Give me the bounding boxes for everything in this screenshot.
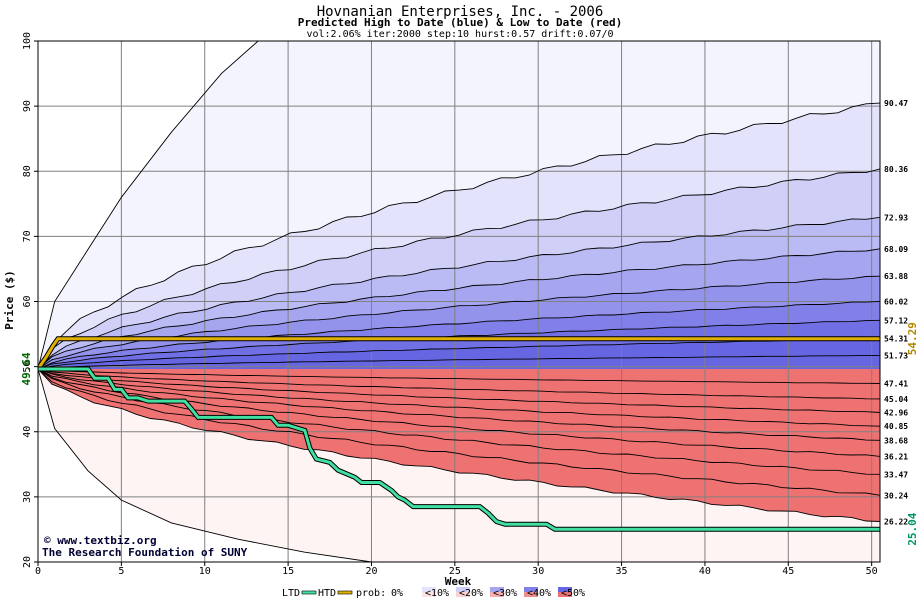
low-band-area [38,368,880,522]
y-tick-label: 20 [22,556,33,568]
y-tick-label: 50 [22,361,33,373]
chart-params: vol:2.06% iter:2000 step:10 hurst:0.57 d… [306,29,613,40]
chart-title: Hovnanian Enterprises, Inc. - 2006 [317,4,604,20]
band-boundary-line [38,248,880,370]
legend-ltd-swatch [301,590,317,595]
ltd-line [38,367,880,531]
x-tick-label: 40 [699,566,711,577]
band-boundary-line [38,368,880,427]
low-band-label: 42.96 [884,408,908,417]
band-boundary-line [38,41,267,370]
legend-prob-item: <50% [561,588,585,599]
x-tick-label: 5 [118,566,124,577]
y-tick-label: 40 [22,426,33,438]
y-tick-label: 100 [22,32,33,50]
low-band-label: 36.21 [884,452,908,461]
high-band-label: 63.88 [884,272,908,281]
high-band-label: 54.31 [884,335,908,344]
legend-prob-swatch-low [524,592,538,597]
legend-prob-swatch-high [388,587,402,592]
high-band-label: 60.02 [884,297,908,306]
low-band-label: 45.04 [884,395,908,404]
y-tick-label: 60 [22,295,33,307]
band-boundary-line [38,168,880,370]
band-boundary-line [38,368,880,400]
band-boundary-line [38,368,379,562]
band-boundary-line [38,102,880,370]
legend-prob-swatch-low [456,592,470,597]
band-boundary-line [38,300,880,370]
y-tick-label: 70 [22,230,33,242]
grid-lines [38,41,880,562]
band-boundary-line [38,368,880,522]
band-boundary-line [38,338,880,370]
legend-prob-swatch-high [422,587,436,592]
x-tick-label: 30 [532,566,544,577]
legend-htd-swatch [337,590,353,595]
x-tick-label: 45 [782,566,794,577]
y-tick-label: 80 [22,165,33,177]
low-band-label: 33.47 [884,470,908,479]
high-band-label: 72.93 [884,213,908,222]
x-axis-title: Week [445,575,472,588]
y-tick-label: 90 [22,100,33,112]
band-boundary-line [38,368,880,496]
legend-prob-item: <30% [493,588,517,599]
legend: LTD HTD prob: 0% <10% <20% <30% <40% <50% [282,587,585,599]
chart-subtitle: Predicted High to Date (blue) & Low to D… [298,16,623,29]
high-band-label: 57.12 [884,316,908,325]
legend-htd-label: HTD [318,588,336,599]
band-value-labels: 90.47 80.36 72.93 68.09 63.88 60.02 57.12 54.31… [20,99,919,546]
low-band-label: 40.85 [884,422,908,431]
y-tick-label: 30 [22,491,33,503]
band-boundary-line [38,368,880,441]
x-tick-label: 20 [365,566,377,577]
band-boundary-line [38,368,880,475]
high-band-label: 80.36 [884,165,908,174]
legend-ltd-label: LTD [282,588,300,599]
high-band-area [38,355,880,369]
legend-prob-swatch-low [388,592,402,597]
legend-prob-swatch-high [558,587,572,592]
band-boundary-line [38,354,880,370]
credit-url: © www.textbiz.org [44,534,157,547]
x-tick-label: 10 [199,566,211,577]
band-boundary-line [38,319,880,370]
low-band-label: 47.41 [884,379,908,388]
x-tick-label: 25 [449,566,461,577]
htd-line [38,337,880,370]
band-boundary-line [38,368,880,384]
band-boundary-line [38,216,880,370]
legend-prob-swatch-high [490,587,504,592]
legend-prob-label: prob: [356,588,386,599]
legend-prob-item: <20% [459,588,483,599]
y-axis-title: Price ($) [3,270,16,330]
htd-final-label: 54.29 [906,322,919,355]
legend-prob-item: <10% [425,588,449,599]
legend-prob-item: <40% [527,588,551,599]
x-tick-label: 15 [282,566,294,577]
start-price-label: 49.64 [20,352,33,385]
series-lines [38,336,880,532]
high-band-label: 90.47 [884,99,908,108]
low-band-label: 38.68 [884,436,908,445]
band-boundary-line [38,368,880,413]
low-band-label: 26.22 [884,517,908,526]
legend-prob-swatch-low [490,592,504,597]
legend-prob-swatch-low [422,592,436,597]
high-band-label: 51.73 [884,351,908,360]
legend-prob-swatch-low [558,592,572,597]
high-band-label: 68.09 [884,245,908,254]
legend-prob-swatch-high [524,587,538,592]
x-tick-label: 50 [866,566,878,577]
legend-prob-swatch-high [456,587,470,592]
x-tick-label: 0 [35,566,41,577]
low-band-label: 30.24 [884,491,908,500]
credit-org: The Research Foundation of SUNY [42,546,248,559]
legend-prob-item: 0% [391,588,403,599]
ltd-final-label: 25.04 [906,512,919,545]
x-tick-label: 35 [616,566,628,577]
axis-ticks: 0 5 10 15 20 25 30 35 40 45 50 20 30 40 50 60 70 80 90 100 [22,32,878,577]
